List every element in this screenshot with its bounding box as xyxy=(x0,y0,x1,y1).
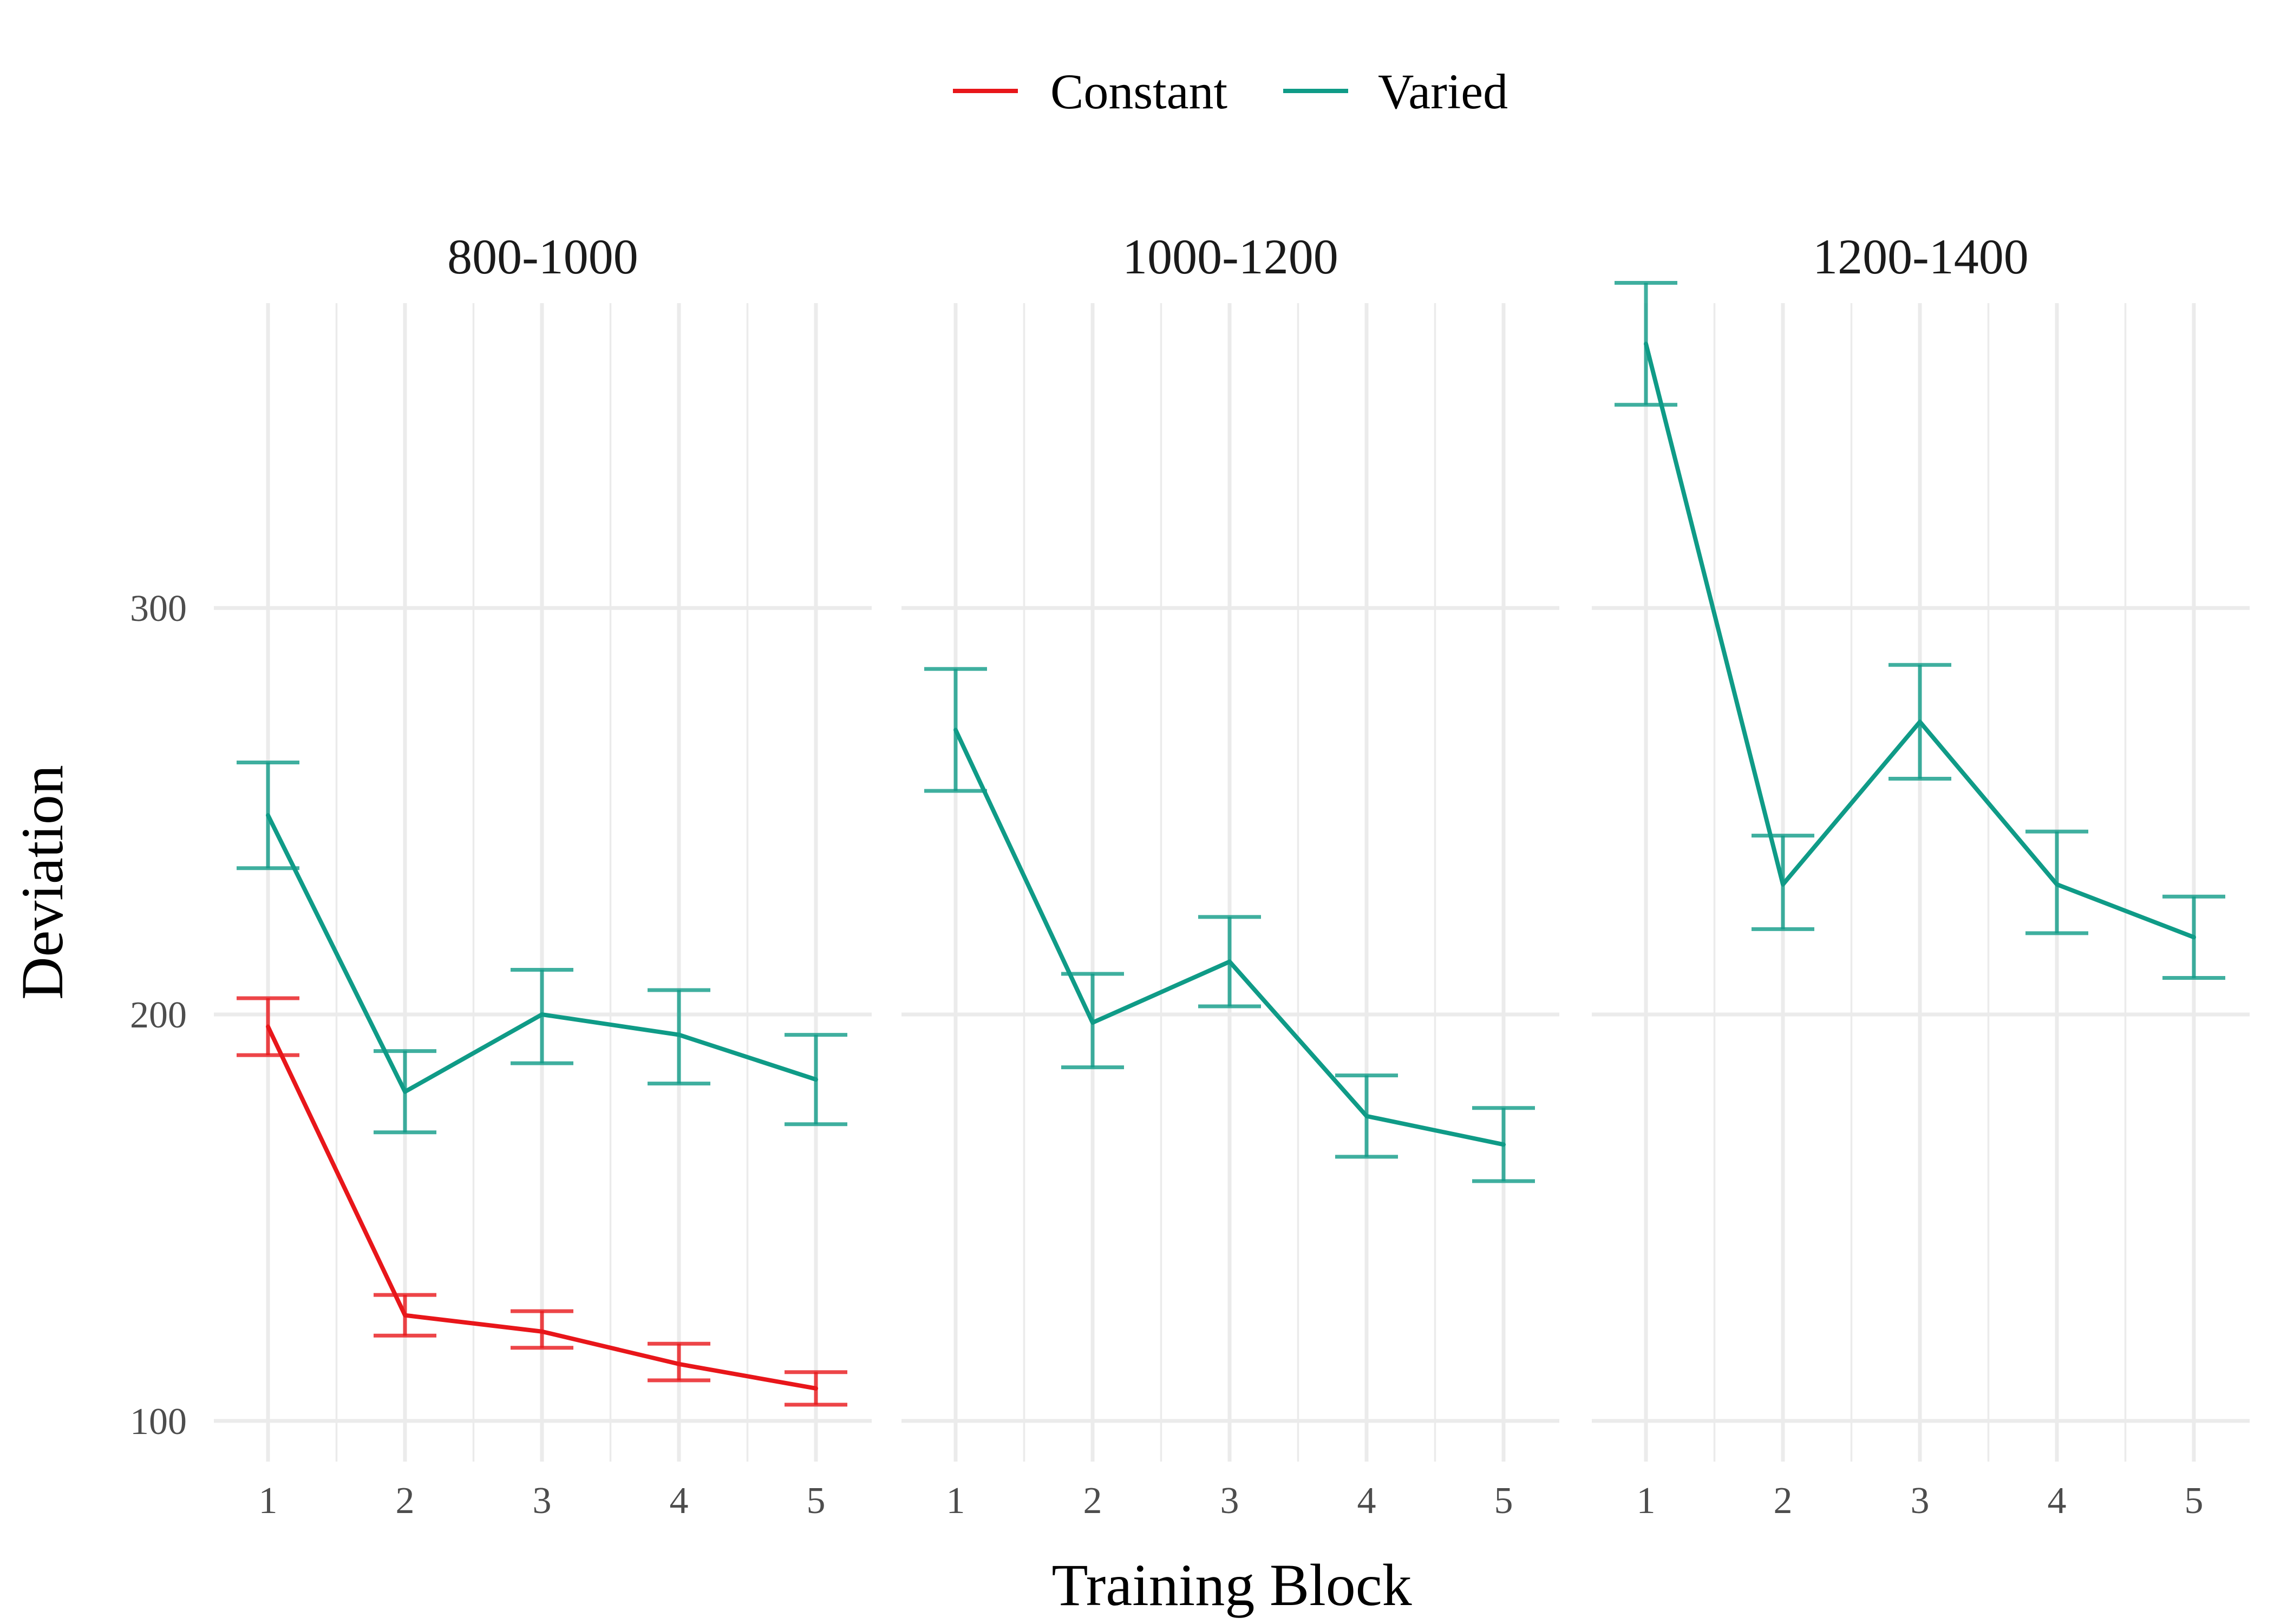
legend-label: Constant xyxy=(1050,64,1228,119)
legend-item-varied: Varied xyxy=(1283,64,1508,119)
x-tick-label: 3 xyxy=(1220,1480,1239,1522)
legend: Constant Varied xyxy=(953,64,1508,119)
x-axis-title: Training Block xyxy=(1051,1552,1412,1618)
y-axis-ticks: 100 200 300 xyxy=(130,588,187,1443)
x-tick-label: 1 xyxy=(946,1480,965,1522)
data-point xyxy=(1918,719,1922,724)
series-varied xyxy=(237,760,847,1135)
chart-panels: 800-1000 1 2 3 4 5 1000-1200 1 2 3 4 5 1200-1400 1 2 3 4… xyxy=(214,229,2250,1522)
y-tick-label: 100 xyxy=(130,1401,187,1443)
data-point xyxy=(266,1024,270,1029)
panel-1200-1400: 1200-1400 1 2 3 4 5 xyxy=(1592,229,2250,1522)
y-tick-label: 200 xyxy=(130,994,187,1036)
legend-label: Varied xyxy=(1378,64,1508,119)
data-point xyxy=(540,1329,544,1334)
x-tick-label: 4 xyxy=(670,1480,689,1522)
x-tick-label: 1 xyxy=(259,1480,278,1522)
data-point xyxy=(1501,1142,1506,1147)
data-point xyxy=(403,1313,407,1318)
data-point xyxy=(403,1089,407,1094)
data-point xyxy=(677,1361,681,1366)
panel-title: 1200-1400 xyxy=(1813,229,2029,284)
x-tick-label: 4 xyxy=(1357,1480,1376,1522)
data-point xyxy=(1227,959,1232,964)
x-tick-label: 5 xyxy=(2185,1480,2204,1522)
x-tick-label: 2 xyxy=(1774,1480,1793,1522)
x-tick-label: 3 xyxy=(533,1480,552,1522)
panel-800-1000: 800-1000 1 2 3 4 5 xyxy=(214,229,872,1522)
series-constant xyxy=(237,996,847,1407)
data-point xyxy=(1090,1020,1095,1025)
y-tick-label: 300 xyxy=(130,588,187,630)
panel-title: 1000-1200 xyxy=(1122,229,1338,284)
panel-title: 800-1000 xyxy=(447,229,638,284)
data-point xyxy=(953,728,958,732)
x-tick-label: 2 xyxy=(1083,1480,1102,1522)
data-point xyxy=(266,813,270,818)
y-axis-title: Deviation xyxy=(9,765,75,1000)
data-point xyxy=(540,1012,544,1017)
x-tick-label: 1 xyxy=(1637,1480,1656,1522)
data-point xyxy=(2055,882,2059,887)
data-point xyxy=(814,1386,818,1391)
x-tick-label: 3 xyxy=(1911,1480,1930,1522)
x-tick-label: 5 xyxy=(1494,1480,1513,1522)
data-point xyxy=(2192,935,2196,940)
x-tick-label: 2 xyxy=(396,1480,415,1522)
x-tick-label: 4 xyxy=(2048,1480,2067,1522)
data-point xyxy=(1364,1114,1369,1118)
data-point xyxy=(1644,342,1648,346)
data-point xyxy=(1781,882,1785,887)
series-varied xyxy=(1615,280,2225,980)
panel-1000-1200: 1000-1200 1 2 3 4 5 xyxy=(901,229,1559,1522)
data-point xyxy=(814,1077,818,1082)
series-varied xyxy=(924,667,1535,1183)
x-tick-label: 5 xyxy=(807,1480,826,1522)
legend-item-constant: Constant xyxy=(953,64,1228,119)
data-point xyxy=(677,1032,681,1037)
